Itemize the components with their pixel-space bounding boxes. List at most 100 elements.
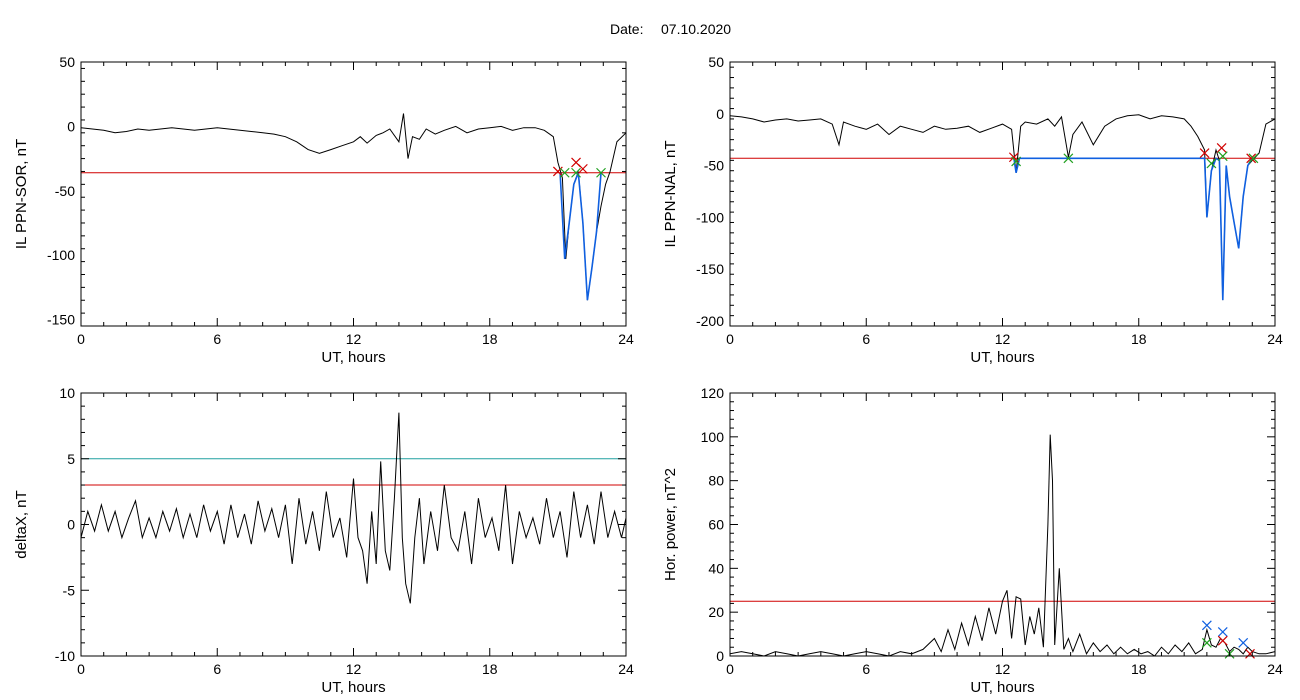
x-marker [1217,151,1228,162]
y-tick-label: 5 [67,451,75,467]
y-axis-label: IL PPN-NAL, nT [662,141,679,248]
y-tick-label: 0 [716,648,724,664]
x-tick-label: 24 [618,331,634,347]
x-marker [1199,148,1210,159]
x-marker [1201,620,1212,631]
y-tick-label: -50 [55,183,75,199]
x-marker-stroke [1201,637,1212,648]
y-tick-label: 20 [708,604,724,620]
x-marker-stroke [571,157,581,168]
x-tick-label: 12 [995,661,1011,677]
y-tick-label: 0 [67,118,75,134]
x-tick-label: 18 [482,331,498,347]
y-axis-label: Hor. power, nT^2 [662,468,679,581]
y-tick-label: 0 [67,517,75,533]
x-tick-label: 18 [482,661,498,677]
x-tick-label: 24 [618,661,634,677]
date-value: 07.10.2020 [661,21,731,37]
x-marker [1216,143,1227,153]
x-tick-label: 18 [1131,661,1147,677]
x-marker [571,167,581,178]
x-marker-stroke [1238,637,1249,648]
x-marker [1245,648,1255,659]
date-label: Date: [610,21,643,37]
x-marker-stroke [571,167,581,178]
x-marker [1217,626,1228,637]
x-tick-label: 24 [1267,661,1283,677]
x-tick-label: 6 [213,661,221,677]
y-tick-label: 120 [701,385,725,401]
x-marker [1206,158,1217,169]
x-marker-stroke [1063,153,1074,164]
y-tick-label: -10 [55,648,75,664]
plot-frame [80,61,627,327]
x-marker [1238,637,1249,648]
panel-nal: 0 6 12 18 24 50 0 -50 -100 -150 -200 UT, hours IL PP… [662,54,1283,366]
y-axis-label: IL PPN-SOR, nT [13,139,30,249]
x-axis-label: UT, hours [970,349,1034,366]
x-marker [559,167,570,178]
x-tick-label: 12 [995,331,1011,347]
y-tick-label: -150 [47,312,75,328]
x-axis-label: UT, hours [321,679,385,696]
x-marker-stroke [1011,156,1022,167]
x-marker-stroke [1246,153,1257,164]
y-axis-label: deltaX, nT [13,490,30,558]
plot-frame [80,392,627,657]
x-marker-stroke [1201,620,1212,631]
plot-frame [729,392,1276,657]
x-marker [1217,635,1228,646]
x-axis-label: UT, hours [321,349,385,366]
x-marker [1201,637,1212,648]
x-marker-stroke [1217,626,1228,637]
panel-power: 0 6 12 18 24 120 100 80 60 40 20 0 UT, hours Hor. pow… [662,385,1283,696]
y-tick-label: -100 [696,209,724,225]
x-marker-stroke [1008,152,1019,163]
x-marker-stroke [1217,635,1228,646]
x-marker-stroke [1248,153,1259,164]
x-tick-label: 6 [213,331,221,347]
x-marker [596,167,606,178]
series-line [1013,157,1253,301]
y-tick-label: 80 [708,473,724,489]
x-tick-label: 12 [346,331,362,347]
x-tick-label: 12 [346,661,362,677]
x-tick-label: 0 [77,661,85,677]
x-axis-label: UT, hours [970,679,1034,696]
x-marker [1063,153,1074,164]
series-line [81,113,626,301]
x-tick-label: 6 [862,661,870,677]
y-tick-label: -5 [63,582,76,598]
x-marker-stroke [1206,158,1217,169]
y-tick-label: 50 [708,54,724,70]
x-tick-label: 0 [726,331,734,347]
panel-sor: 0 6 12 18 24 50 0 -50 -100 -150 UT, hours IL PPN-SO… [13,54,634,366]
y-tick-label: 0 [716,106,724,122]
panel-deltax: 0 6 12 18 24 10 5 0 -5 -10 UT, hours deltaX, nT [13,385,634,696]
y-tick-label: -50 [704,158,724,174]
x-marker-stroke [559,167,570,178]
x-marker-stroke [1216,143,1227,153]
x-tick-label: 0 [726,661,734,677]
x-marker-stroke [596,167,606,178]
series-line [730,114,1275,301]
x-marker-stroke [1199,148,1210,159]
x-tick-label: 0 [77,331,85,347]
x-marker [1246,153,1257,164]
x-tick-label: 24 [1267,331,1283,347]
y-tick-label: -200 [696,313,724,329]
x-tick-label: 6 [862,331,870,347]
y-tick-label: 100 [701,429,725,445]
x-marker [1248,153,1259,164]
series-line [81,412,626,604]
x-marker [1011,156,1022,167]
plot-frame [729,61,1276,327]
x-marker-stroke [1245,648,1255,659]
series-line [559,172,602,301]
y-tick-label: 40 [708,560,724,576]
y-tick-label: 10 [59,385,75,401]
x-marker-stroke [577,163,588,174]
y-tick-label: -100 [47,247,75,263]
y-tick-label: -150 [696,261,724,277]
